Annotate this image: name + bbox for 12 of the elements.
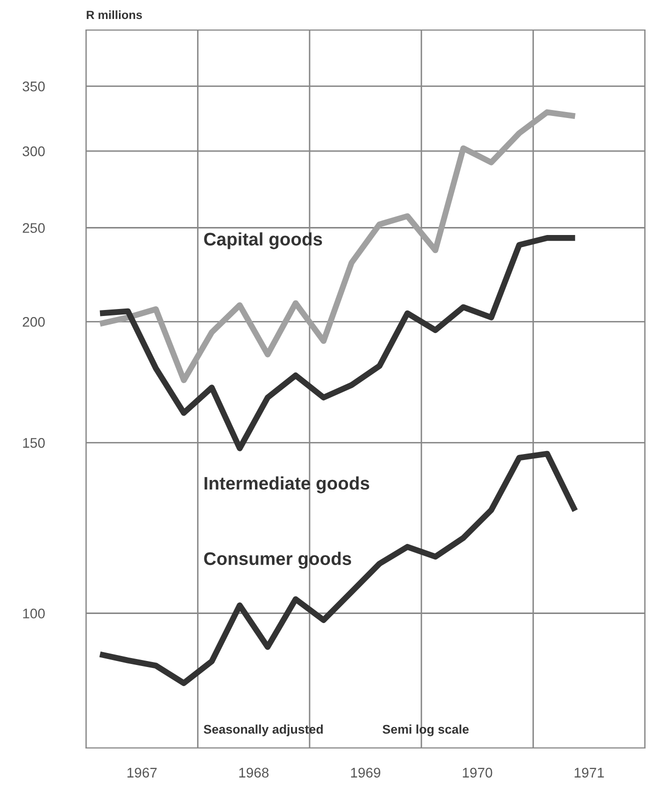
y-tick-label: 350 — [22, 82, 45, 92]
x-tick-label: 1970 — [462, 768, 492, 778]
x-tick-label: 1968 — [239, 768, 269, 778]
x-tick-label: 1967 — [128, 768, 157, 778]
x-tick-label: 1971 — [574, 768, 604, 778]
y-tick-label: 150 — [23, 438, 45, 448]
y-tick-label: 100 — [23, 608, 45, 618]
y-tick-label: 200 — [22, 316, 45, 327]
y-tick-label: 300 — [22, 146, 45, 156]
y-axis-title: R millions — [86, 10, 142, 20]
y-tick-label: 250 — [22, 223, 45, 233]
x-tick-label: 1969 — [351, 768, 380, 778]
